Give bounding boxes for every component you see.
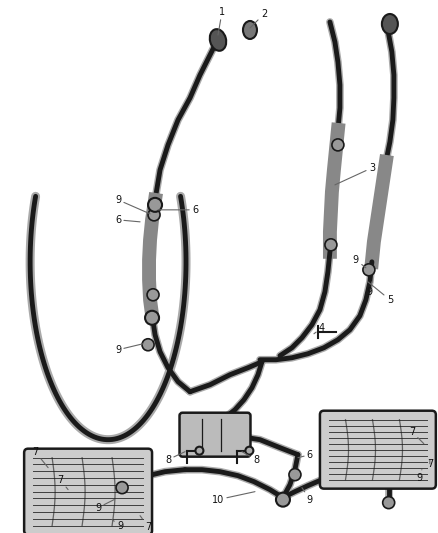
- Ellipse shape: [148, 209, 160, 221]
- Text: 6: 6: [158, 205, 198, 215]
- Ellipse shape: [210, 29, 226, 51]
- Ellipse shape: [363, 264, 375, 276]
- Text: 2: 2: [250, 9, 267, 28]
- Ellipse shape: [289, 469, 301, 481]
- Text: 7: 7: [427, 459, 433, 469]
- Text: 6: 6: [115, 215, 140, 225]
- Ellipse shape: [148, 198, 162, 212]
- Ellipse shape: [243, 21, 257, 39]
- Text: 9: 9: [112, 520, 123, 531]
- Text: 9: 9: [367, 282, 373, 297]
- Ellipse shape: [142, 339, 154, 351]
- Text: 7: 7: [32, 447, 48, 467]
- Text: 3: 3: [335, 163, 375, 185]
- Ellipse shape: [382, 14, 398, 34]
- Text: 9: 9: [302, 488, 313, 505]
- Text: 9: 9: [115, 195, 150, 214]
- Text: 9: 9: [95, 499, 114, 513]
- Ellipse shape: [332, 139, 344, 151]
- Text: 9: 9: [417, 470, 423, 483]
- Ellipse shape: [147, 289, 159, 301]
- Ellipse shape: [276, 492, 290, 507]
- FancyBboxPatch shape: [24, 449, 152, 533]
- Text: 4: 4: [314, 323, 325, 334]
- Ellipse shape: [195, 447, 203, 455]
- Ellipse shape: [325, 239, 337, 251]
- Text: 7: 7: [140, 515, 151, 531]
- Text: 1: 1: [218, 7, 225, 35]
- Text: 5: 5: [368, 282, 393, 305]
- Text: 8: 8: [165, 451, 185, 465]
- Text: 7: 7: [57, 475, 68, 490]
- Text: 8: 8: [242, 451, 259, 465]
- Ellipse shape: [116, 482, 128, 494]
- Text: 6: 6: [298, 450, 313, 459]
- FancyBboxPatch shape: [320, 411, 436, 489]
- Ellipse shape: [145, 311, 159, 325]
- FancyBboxPatch shape: [180, 413, 251, 457]
- Ellipse shape: [245, 447, 253, 455]
- Text: 9: 9: [353, 255, 366, 268]
- Text: 7: 7: [409, 427, 424, 443]
- Text: 10: 10: [212, 491, 255, 505]
- Text: 9: 9: [115, 344, 143, 355]
- Ellipse shape: [383, 497, 395, 508]
